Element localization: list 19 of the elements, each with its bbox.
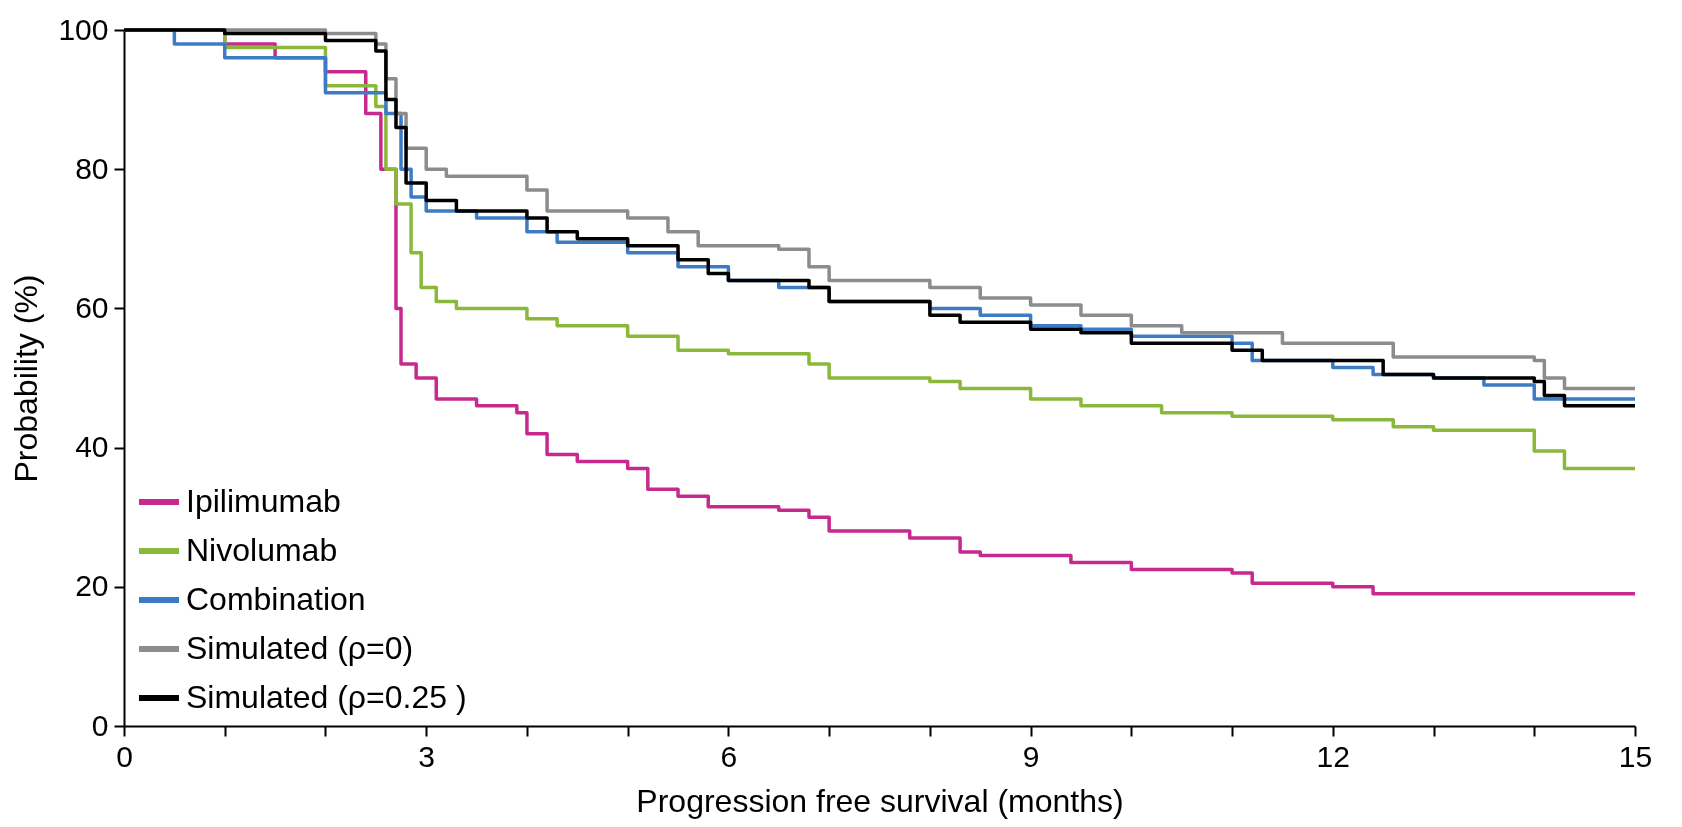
x-axis-title: Progression free survival (months)	[636, 782, 1124, 819]
legend-label: Ipilimumab	[186, 483, 341, 519]
x-tick-label: 15	[1618, 739, 1653, 773]
legend-label: Simulated (ρ=0)	[186, 630, 414, 666]
y-tick-label: 20	[75, 569, 109, 603]
legend-label: Simulated (ρ=0.25 )	[186, 679, 467, 715]
x-tick-label: 3	[418, 739, 436, 773]
y-tick-label: 40	[75, 430, 109, 464]
x-tick-label: 12	[1316, 739, 1350, 773]
y-tick-label: 60	[75, 290, 109, 324]
y-tick-label: 80	[75, 151, 109, 185]
x-tick-label: 6	[720, 739, 738, 773]
x-tick-label: 9	[1022, 739, 1040, 773]
y-axis-title: Probability (%)	[8, 274, 45, 483]
x-tick-label: 0	[116, 739, 133, 773]
legend-label: Combination	[186, 581, 366, 617]
y-tick-label: 100	[58, 12, 109, 46]
legend-label: Nivolumab	[186, 532, 338, 568]
y-tick-label: 0	[91, 708, 109, 742]
